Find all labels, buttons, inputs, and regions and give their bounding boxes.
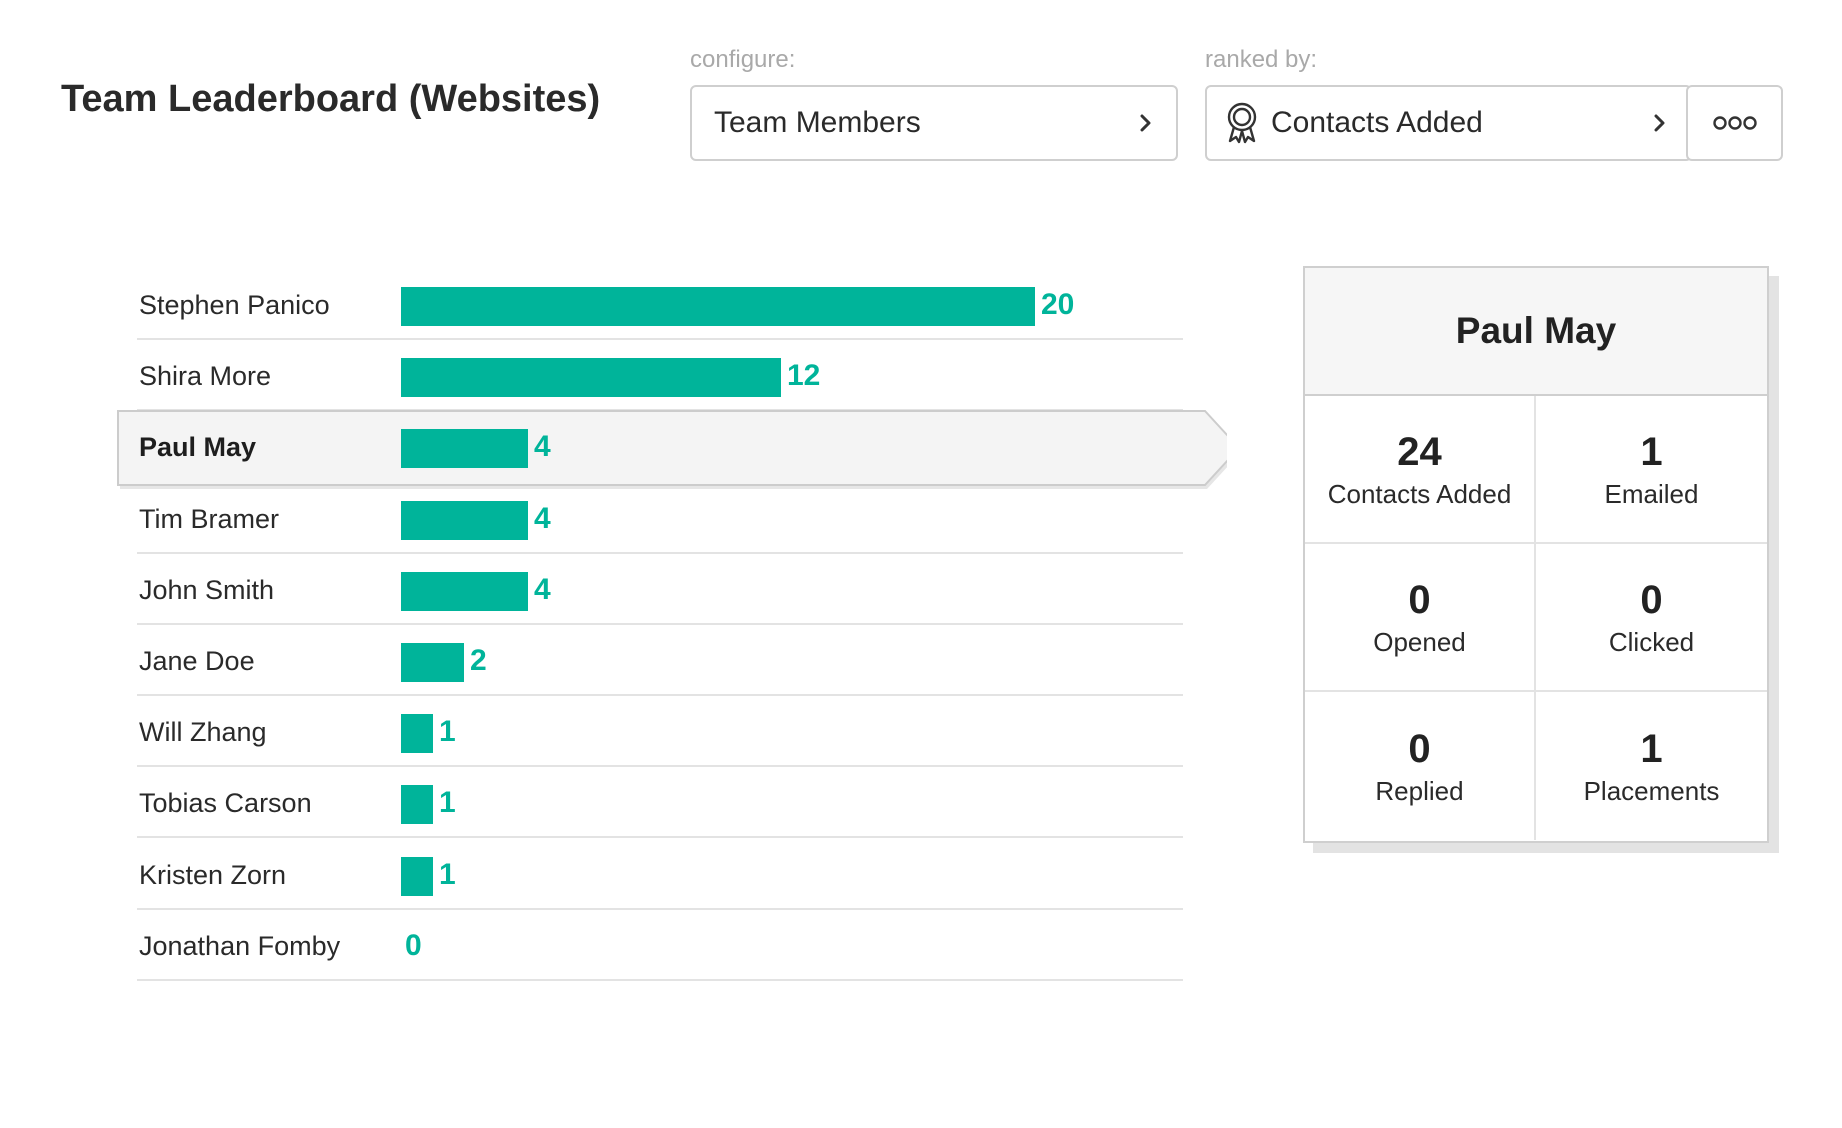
row-divider bbox=[137, 623, 1183, 625]
ranked-by-select-value: Contacts Added bbox=[1271, 106, 1483, 140]
leaderboard-row[interactable]: Tobias Carson 1 bbox=[118, 768, 1183, 838]
member-name: Will Zhang bbox=[139, 697, 267, 767]
stat-cell: 0 Clicked bbox=[1536, 544, 1767, 692]
stat-cell: 0 Opened bbox=[1305, 544, 1536, 692]
award-ribbon-icon bbox=[1225, 102, 1259, 144]
value-label: 4 bbox=[534, 555, 551, 625]
configure-select-value: Team Members bbox=[714, 106, 921, 140]
stat-label: Emailed bbox=[1605, 479, 1699, 510]
value-bar bbox=[401, 501, 528, 540]
more-options-button[interactable] bbox=[1686, 85, 1783, 161]
stat-cell: 0 Replied bbox=[1305, 692, 1536, 840]
configure-select[interactable]: Team Members bbox=[690, 85, 1178, 161]
configure-label: configure: bbox=[690, 46, 795, 74]
selected-row-highlight bbox=[117, 409, 1227, 489]
leaderboard-row[interactable]: Kristen Zorn 1 bbox=[118, 840, 1183, 910]
page-title: Team Leaderboard (Websites) bbox=[61, 78, 600, 121]
stat-label: Opened bbox=[1373, 627, 1466, 658]
leaderboard-row[interactable]: Stephen Panico 20 bbox=[118, 270, 1183, 340]
leaderboard-row[interactable]: Tim Bramer 4 bbox=[118, 484, 1183, 554]
member-name: Paul May bbox=[139, 412, 256, 482]
value-label: 2 bbox=[470, 626, 487, 696]
stat-label: Clicked bbox=[1609, 627, 1694, 658]
stat-value: 0 bbox=[1640, 577, 1662, 623]
value-label: 0 bbox=[405, 911, 422, 981]
value-label: 4 bbox=[534, 412, 551, 482]
value-label: 1 bbox=[439, 697, 456, 767]
member-name: Shira More bbox=[139, 341, 271, 411]
value-bar bbox=[401, 857, 433, 896]
value-bar bbox=[401, 358, 781, 397]
detail-member-name: Paul May bbox=[1456, 310, 1616, 352]
row-divider bbox=[137, 765, 1183, 767]
chevron-right-icon bbox=[1136, 109, 1156, 137]
ranked-by-select[interactable]: Contacts Added bbox=[1205, 85, 1692, 161]
stat-cell: 1 Placements bbox=[1536, 692, 1767, 840]
value-bar bbox=[401, 572, 528, 611]
stat-value: 1 bbox=[1640, 726, 1662, 772]
ranked-by-label: ranked by: bbox=[1205, 46, 1317, 74]
row-divider bbox=[137, 908, 1183, 910]
member-name: Stephen Panico bbox=[139, 270, 330, 340]
leaderboard-row[interactable]: John Smith 4 bbox=[118, 555, 1183, 625]
member-name: Tobias Carson bbox=[139, 768, 312, 838]
stat-value: 0 bbox=[1408, 577, 1430, 623]
stat-label: Contacts Added bbox=[1328, 479, 1512, 510]
stat-value: 1 bbox=[1640, 429, 1662, 475]
member-name: Jonathan Fomby bbox=[139, 911, 340, 981]
leaderboard-row[interactable]: Will Zhang 1 bbox=[118, 697, 1183, 767]
stat-label: Placements bbox=[1584, 776, 1720, 807]
member-detail-card: Paul May 24 Contacts Added 1 Emailed 0 Opened… bbox=[1303, 266, 1769, 843]
leaderboard-row[interactable]: Jane Doe 2 bbox=[118, 626, 1183, 696]
more-dots-icon bbox=[1712, 115, 1758, 131]
member-name: John Smith bbox=[139, 555, 274, 625]
stat-cell: 24 Contacts Added bbox=[1305, 396, 1536, 544]
stat-cell: 1 Emailed bbox=[1536, 396, 1767, 544]
leaderboard-row[interactable]: Paul May 4 bbox=[118, 412, 1183, 482]
value-label: 20 bbox=[1041, 270, 1074, 340]
detail-card-header: Paul May bbox=[1305, 268, 1767, 396]
row-divider bbox=[137, 694, 1183, 696]
leaderboard-row[interactable]: Shira More 12 bbox=[118, 341, 1183, 411]
value-bar bbox=[401, 287, 1035, 326]
row-divider bbox=[137, 552, 1183, 554]
value-label: 1 bbox=[439, 768, 456, 838]
member-name: Jane Doe bbox=[139, 626, 255, 696]
value-bar bbox=[401, 429, 528, 468]
stat-label: Replied bbox=[1375, 776, 1463, 807]
stat-value: 24 bbox=[1397, 429, 1442, 475]
value-bar bbox=[401, 714, 433, 753]
stat-value: 0 bbox=[1408, 726, 1430, 772]
value-bar bbox=[401, 643, 464, 682]
member-name: Kristen Zorn bbox=[139, 840, 286, 910]
member-name: Tim Bramer bbox=[139, 484, 279, 554]
value-label: 1 bbox=[439, 840, 456, 910]
chevron-right-icon bbox=[1650, 109, 1670, 137]
value-bar bbox=[401, 785, 433, 824]
leaderboard-row[interactable]: Jonathan Fomby 0 bbox=[118, 911, 1183, 981]
value-label: 4 bbox=[534, 484, 551, 554]
detail-stats-grid: 24 Contacts Added 1 Emailed 0 Opened 0 Clicked 0… bbox=[1305, 396, 1767, 840]
value-label: 12 bbox=[787, 341, 820, 411]
